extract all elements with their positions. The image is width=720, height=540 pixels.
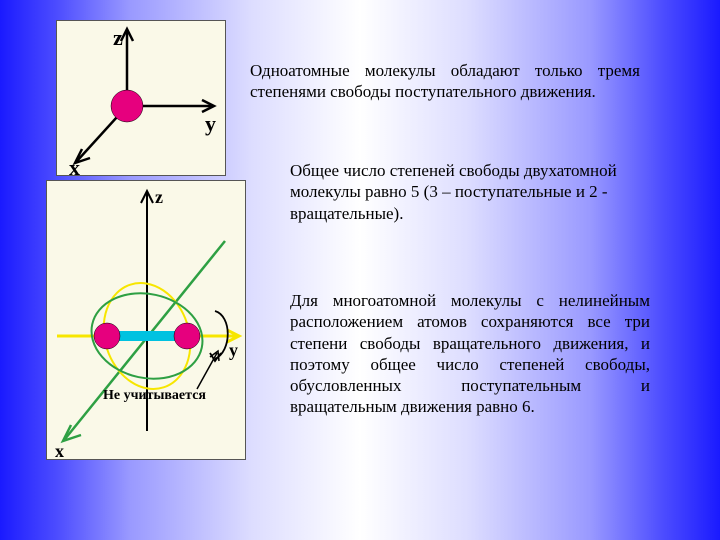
paragraph-monoatomic: Одноатомные молекулы обладают только тре… <box>250 60 640 103</box>
y-axis-label: y <box>205 111 216 136</box>
z-axis-label-2: z <box>155 187 163 207</box>
atom-icon <box>111 90 143 122</box>
not-counted-arrow-icon <box>197 351 219 389</box>
monoatomic-svg: z y x <box>57 21 227 177</box>
x-axis-label: x <box>69 155 80 177</box>
diatomic-svg: z y x <box>47 181 247 461</box>
figure-monoatomic: z y x <box>56 20 226 176</box>
axes-group <box>75 29 214 163</box>
y-axis-label-2: y <box>229 340 238 360</box>
z-axis-label: z <box>113 25 123 50</box>
atom-right-icon <box>174 323 200 349</box>
figure-diatomic: z y x <box>46 180 246 460</box>
paragraph-diatomic: Общее число степеней свободы двухатомной… <box>290 160 650 224</box>
paragraph-polyatomic: Для многоатомной молекулы с нелинейным р… <box>290 290 650 418</box>
atom-left-icon <box>94 323 120 349</box>
slide-content: z y x z y x <box>0 0 720 540</box>
not-counted-label: Не учитывается <box>103 388 206 403</box>
x-axis-label-2: x <box>55 441 64 461</box>
